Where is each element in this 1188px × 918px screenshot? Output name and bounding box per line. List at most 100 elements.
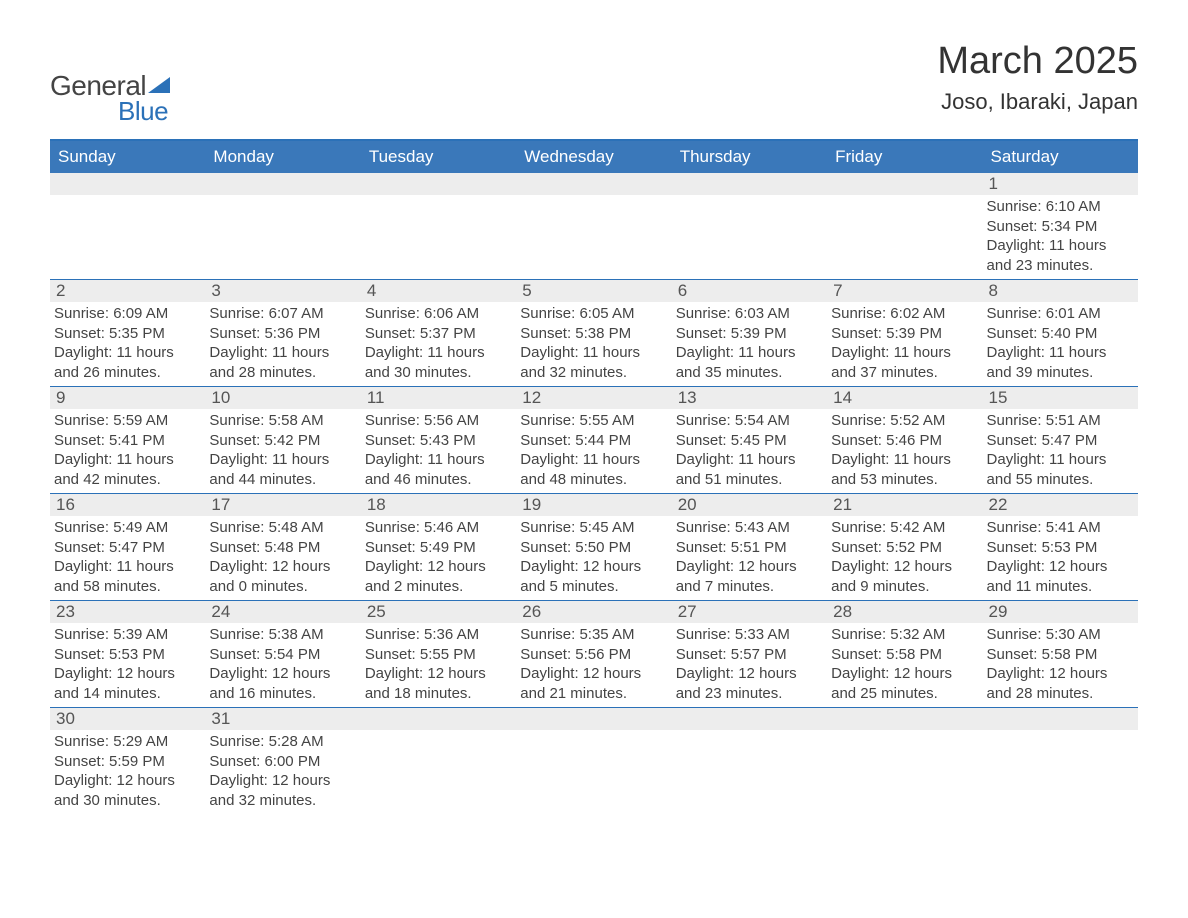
day-number: 20 [672, 494, 827, 516]
day-content: Sunrise: 6:10 AMSunset: 5:34 PMDaylight:… [983, 195, 1138, 279]
daylight-text: Daylight: 11 hours and 53 minutes. [831, 450, 978, 489]
day-cell: 27Sunrise: 5:33 AMSunset: 5:57 PMDayligh… [672, 601, 827, 707]
day-number: 7 [827, 280, 982, 302]
day-content [827, 195, 982, 215]
daylight-text: Daylight: 12 hours and 18 minutes. [365, 664, 512, 703]
day-cell: 7Sunrise: 6:02 AMSunset: 5:39 PMDaylight… [827, 280, 982, 386]
sunset-text: Sunset: 6:00 PM [209, 752, 356, 772]
daylight-text: Daylight: 12 hours and 7 minutes. [676, 557, 823, 596]
week-row: 30Sunrise: 5:29 AMSunset: 5:59 PMDayligh… [50, 708, 1138, 814]
daylight-text: Daylight: 12 hours and 23 minutes. [676, 664, 823, 703]
day-cell [205, 173, 360, 279]
day-content: Sunrise: 5:33 AMSunset: 5:57 PMDaylight:… [672, 623, 827, 707]
day-content: Sunrise: 5:30 AMSunset: 5:58 PMDaylight:… [983, 623, 1138, 707]
day-cell: 14Sunrise: 5:52 AMSunset: 5:46 PMDayligh… [827, 387, 982, 493]
day-content: Sunrise: 6:09 AMSunset: 5:35 PMDaylight:… [50, 302, 205, 386]
daylight-text: Daylight: 11 hours and 42 minutes. [54, 450, 201, 489]
daylight-text: Daylight: 11 hours and 30 minutes. [365, 343, 512, 382]
day-number: 6 [672, 280, 827, 302]
day-number: 3 [205, 280, 360, 302]
daylight-text: Daylight: 12 hours and 9 minutes. [831, 557, 978, 596]
day-content: Sunrise: 5:43 AMSunset: 5:51 PMDaylight:… [672, 516, 827, 600]
weekday-header: Thursday [672, 141, 827, 173]
day-number: 10 [205, 387, 360, 409]
daylight-text: Daylight: 12 hours and 5 minutes. [520, 557, 667, 596]
day-number: 11 [361, 387, 516, 409]
day-number: 22 [983, 494, 1138, 516]
sunset-text: Sunset: 5:56 PM [520, 645, 667, 665]
sunset-text: Sunset: 5:53 PM [987, 538, 1134, 558]
sunset-text: Sunset: 5:40 PM [987, 324, 1134, 344]
sunset-text: Sunset: 5:39 PM [831, 324, 978, 344]
sunrise-text: Sunrise: 5:43 AM [676, 518, 823, 538]
day-number: 2 [50, 280, 205, 302]
sunset-text: Sunset: 5:35 PM [54, 324, 201, 344]
day-content: Sunrise: 5:52 AMSunset: 5:46 PMDaylight:… [827, 409, 982, 493]
day-number: 27 [672, 601, 827, 623]
sunrise-text: Sunrise: 6:02 AM [831, 304, 978, 324]
day-content: Sunrise: 5:28 AMSunset: 6:00 PMDaylight:… [205, 730, 360, 814]
day-content: Sunrise: 5:46 AMSunset: 5:49 PMDaylight:… [361, 516, 516, 600]
sunrise-text: Sunrise: 5:48 AM [209, 518, 356, 538]
sunrise-text: Sunrise: 5:55 AM [520, 411, 667, 431]
day-number: 16 [50, 494, 205, 516]
sunset-text: Sunset: 5:34 PM [987, 217, 1134, 237]
weekday-header: Friday [827, 141, 982, 173]
day-cell: 11Sunrise: 5:56 AMSunset: 5:43 PMDayligh… [361, 387, 516, 493]
day-content: Sunrise: 6:05 AMSunset: 5:38 PMDaylight:… [516, 302, 671, 386]
day-content: Sunrise: 5:32 AMSunset: 5:58 PMDaylight:… [827, 623, 982, 707]
day-content: Sunrise: 5:55 AMSunset: 5:44 PMDaylight:… [516, 409, 671, 493]
day-number [827, 173, 982, 195]
day-content [50, 195, 205, 215]
day-content [516, 730, 671, 750]
day-content: Sunrise: 5:56 AMSunset: 5:43 PMDaylight:… [361, 409, 516, 493]
day-cell: 15Sunrise: 5:51 AMSunset: 5:47 PMDayligh… [983, 387, 1138, 493]
day-cell: 28Sunrise: 5:32 AMSunset: 5:58 PMDayligh… [827, 601, 982, 707]
daylight-text: Daylight: 11 hours and 35 minutes. [676, 343, 823, 382]
day-number: 5 [516, 280, 671, 302]
day-cell: 10Sunrise: 5:58 AMSunset: 5:42 PMDayligh… [205, 387, 360, 493]
sunset-text: Sunset: 5:59 PM [54, 752, 201, 772]
day-number [983, 708, 1138, 730]
day-content: Sunrise: 6:06 AMSunset: 5:37 PMDaylight:… [361, 302, 516, 386]
week-row: 9Sunrise: 5:59 AMSunset: 5:41 PMDaylight… [50, 387, 1138, 494]
day-number [205, 173, 360, 195]
day-cell [983, 708, 1138, 814]
day-cell [361, 173, 516, 279]
daylight-text: Daylight: 11 hours and 51 minutes. [676, 450, 823, 489]
day-number [827, 708, 982, 730]
sunrise-text: Sunrise: 6:09 AM [54, 304, 201, 324]
day-cell [516, 708, 671, 814]
day-content [672, 195, 827, 215]
sunrise-text: Sunrise: 5:39 AM [54, 625, 201, 645]
day-content: Sunrise: 5:49 AMSunset: 5:47 PMDaylight:… [50, 516, 205, 600]
sunrise-text: Sunrise: 5:58 AM [209, 411, 356, 431]
day-cell: 13Sunrise: 5:54 AMSunset: 5:45 PMDayligh… [672, 387, 827, 493]
day-number: 28 [827, 601, 982, 623]
day-content: Sunrise: 5:35 AMSunset: 5:56 PMDaylight:… [516, 623, 671, 707]
day-number: 1 [983, 173, 1138, 195]
logo-triangle-icon [148, 77, 170, 93]
day-cell [827, 173, 982, 279]
sunset-text: Sunset: 5:39 PM [676, 324, 823, 344]
day-cell: 30Sunrise: 5:29 AMSunset: 5:59 PMDayligh… [50, 708, 205, 814]
day-content: Sunrise: 5:41 AMSunset: 5:53 PMDaylight:… [983, 516, 1138, 600]
sunset-text: Sunset: 5:58 PM [987, 645, 1134, 665]
day-cell: 8Sunrise: 6:01 AMSunset: 5:40 PMDaylight… [983, 280, 1138, 386]
day-cell: 23Sunrise: 5:39 AMSunset: 5:53 PMDayligh… [50, 601, 205, 707]
daylight-text: Daylight: 11 hours and 32 minutes. [520, 343, 667, 382]
day-cell [672, 173, 827, 279]
sunset-text: Sunset: 5:47 PM [987, 431, 1134, 451]
sunrise-text: Sunrise: 5:49 AM [54, 518, 201, 538]
sunrise-text: Sunrise: 6:03 AM [676, 304, 823, 324]
weekday-header: Sunday [50, 141, 205, 173]
location: Joso, Ibaraki, Japan [937, 89, 1138, 115]
day-content [361, 195, 516, 215]
daylight-text: Daylight: 12 hours and 28 minutes. [987, 664, 1134, 703]
day-cell: 4Sunrise: 6:06 AMSunset: 5:37 PMDaylight… [361, 280, 516, 386]
weekday-header-row: SundayMondayTuesdayWednesdayThursdayFrid… [50, 141, 1138, 173]
sunset-text: Sunset: 5:49 PM [365, 538, 512, 558]
sunset-text: Sunset: 5:55 PM [365, 645, 512, 665]
day-cell: 12Sunrise: 5:55 AMSunset: 5:44 PMDayligh… [516, 387, 671, 493]
day-cell: 31Sunrise: 5:28 AMSunset: 6:00 PMDayligh… [205, 708, 360, 814]
